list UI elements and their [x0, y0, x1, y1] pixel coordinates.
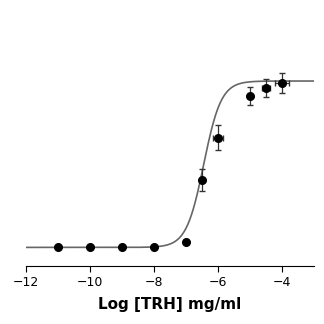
- X-axis label: Log [TRH] mg/ml: Log [TRH] mg/ml: [98, 297, 242, 312]
